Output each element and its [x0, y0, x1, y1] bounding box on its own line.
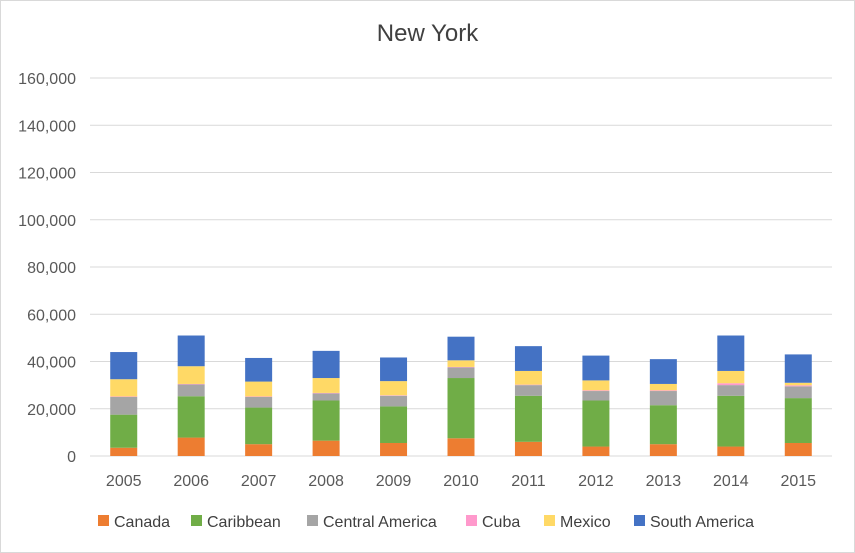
legend-swatch	[98, 515, 109, 526]
bar-segment	[784, 354, 812, 383]
bar-segment	[245, 396, 273, 408]
bar-segment	[312, 400, 340, 441]
bar-segment	[312, 393, 340, 401]
x-tick-label: 2006	[173, 473, 209, 490]
bar-segment	[717, 370, 745, 384]
bar-segment	[110, 414, 138, 448]
y-tick-label: 20,000	[27, 402, 76, 419]
y-tick-label: 80,000	[27, 260, 76, 277]
legend-swatch	[307, 515, 318, 526]
bar-segment	[447, 336, 475, 361]
bar-segment	[245, 407, 273, 445]
x-tick-label: 2009	[376, 473, 412, 490]
bar-segment	[110, 379, 138, 397]
x-tick-label: 2010	[443, 473, 479, 490]
bar-segment	[582, 391, 610, 401]
bar-segment	[380, 443, 408, 456]
y-tick-label: 40,000	[27, 355, 76, 372]
bar-segment	[582, 390, 610, 392]
x-tick-label: 2015	[780, 473, 816, 490]
y-tick-label: 100,000	[18, 213, 76, 230]
chart-title: New York	[376, 20, 479, 47]
x-tick-label: 2013	[646, 473, 682, 490]
bar-segment	[110, 352, 138, 380]
y-tick-label: 0	[67, 449, 76, 466]
x-tick-label: 2012	[578, 473, 614, 490]
x-tick-label: 2014	[713, 473, 749, 490]
bar-segment	[177, 437, 205, 456]
bar-segment	[649, 359, 677, 384]
bar-segment	[447, 438, 475, 456]
bar-segment	[380, 357, 408, 382]
bar-segment	[177, 396, 205, 438]
y-tick-label: 120,000	[18, 166, 76, 183]
bar-segment	[514, 346, 542, 371]
bar-segment	[380, 406, 408, 444]
bar-segment	[717, 446, 745, 456]
bar-segment	[784, 443, 812, 456]
bar-segment	[312, 378, 340, 393]
bar-segment	[582, 400, 610, 447]
bar-segment	[380, 381, 408, 396]
bar-segment	[312, 440, 340, 456]
bar-segment	[312, 350, 340, 379]
x-tick-label: 2008	[308, 473, 344, 490]
bar-segment	[177, 366, 205, 384]
bar-segment	[582, 380, 610, 391]
bar-segment	[110, 447, 138, 456]
bar-segment	[245, 381, 273, 397]
bar-segment	[514, 385, 542, 396]
bar-segment	[447, 360, 475, 367]
legend-swatch	[544, 515, 555, 526]
legend-label: Canada	[114, 514, 170, 531]
bar-segment	[447, 367, 475, 379]
legend-label: Central America	[323, 514, 437, 531]
bar-segment	[245, 357, 273, 382]
y-tick-label: 140,000	[18, 118, 76, 135]
bar-segment	[784, 385, 812, 387]
bar-segment	[177, 384, 205, 397]
bar-segment	[380, 395, 408, 407]
y-tick-label: 160,000	[18, 71, 76, 88]
bar-segment	[177, 335, 205, 367]
y-tick-label: 60,000	[27, 307, 76, 324]
bar-segment	[514, 441, 542, 456]
legend-label: Caribbean	[207, 514, 281, 531]
bar-segment	[649, 444, 677, 456]
bar-segment	[717, 395, 745, 447]
bar-segment	[649, 383, 677, 391]
bar-segment	[110, 396, 138, 415]
legend-swatch	[634, 515, 645, 526]
bar-segment	[514, 395, 542, 442]
bar-segment	[717, 383, 745, 386]
bar-segment	[447, 378, 475, 439]
bar-segment	[717, 385, 745, 396]
bar-segment	[649, 391, 677, 406]
bar-segment	[582, 446, 610, 456]
bar-segment	[514, 370, 542, 385]
bar-segment	[582, 355, 610, 381]
bar-segment	[245, 444, 273, 456]
bar-segment	[649, 390, 677, 392]
legend-swatch	[466, 515, 477, 526]
bar-segment	[717, 335, 745, 371]
legend-swatch	[191, 515, 202, 526]
legend-label: South America	[650, 514, 754, 531]
bar-segment	[649, 405, 677, 445]
x-tick-label: 2011	[511, 473, 546, 490]
bar-segment	[784, 398, 812, 444]
x-tick-label: 2005	[106, 473, 142, 490]
legend-label: Cuba	[482, 514, 520, 531]
legend-label: Mexico	[560, 514, 611, 531]
x-tick-label: 2007	[241, 473, 277, 490]
bar-segment	[784, 382, 812, 386]
bar-segment	[784, 386, 812, 399]
